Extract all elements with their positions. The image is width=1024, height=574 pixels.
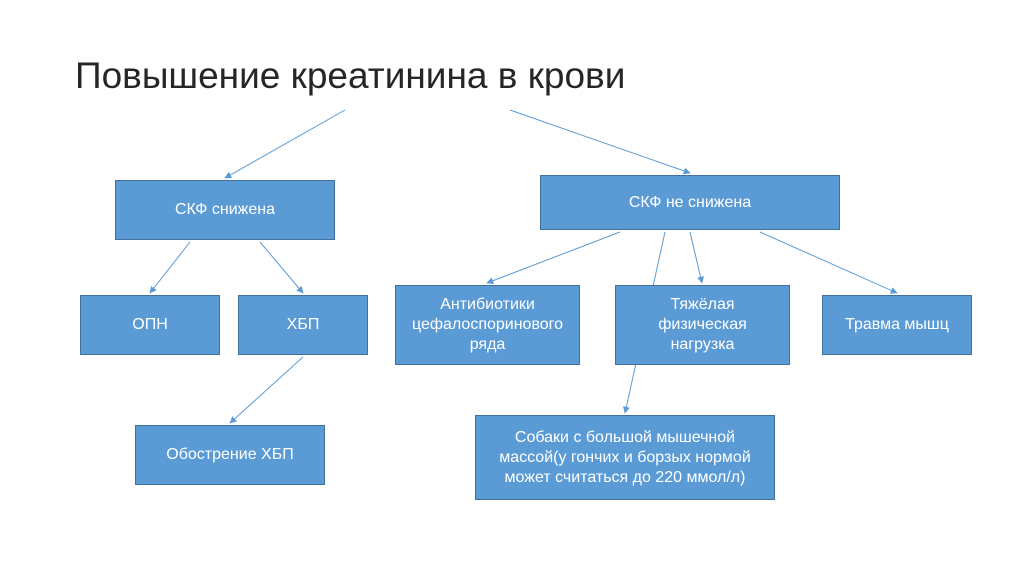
diagram-canvas: Повышение креатинина в крови СКФ снижена… bbox=[0, 0, 1024, 574]
edge-5 bbox=[487, 232, 620, 283]
edge-2 bbox=[150, 242, 190, 293]
edge-6 bbox=[690, 232, 702, 283]
edge-7 bbox=[760, 232, 897, 293]
node-antibiotics: Антибиотики цефалоспоринового ряда bbox=[395, 285, 580, 365]
edge-3 bbox=[260, 242, 303, 293]
diagram-title: Повышение креатинина в крови bbox=[75, 55, 625, 97]
node-exercise: Тяжёлая физическая нагрузка bbox=[615, 285, 790, 365]
node-skf_low: СКФ снижена bbox=[115, 180, 335, 240]
node-hbp: ХБП bbox=[238, 295, 368, 355]
edge-4 bbox=[230, 357, 303, 423]
node-hbp_exac: Обострение ХБП bbox=[135, 425, 325, 485]
node-dogs: Собаки с большой мышечной массой(у гончи… bbox=[475, 415, 775, 500]
node-skf_normal: СКФ не снижена bbox=[540, 175, 840, 230]
node-opn: ОПН bbox=[80, 295, 220, 355]
edge-0 bbox=[225, 110, 345, 178]
edge-1 bbox=[510, 110, 690, 173]
node-trauma: Травма мышц bbox=[822, 295, 972, 355]
